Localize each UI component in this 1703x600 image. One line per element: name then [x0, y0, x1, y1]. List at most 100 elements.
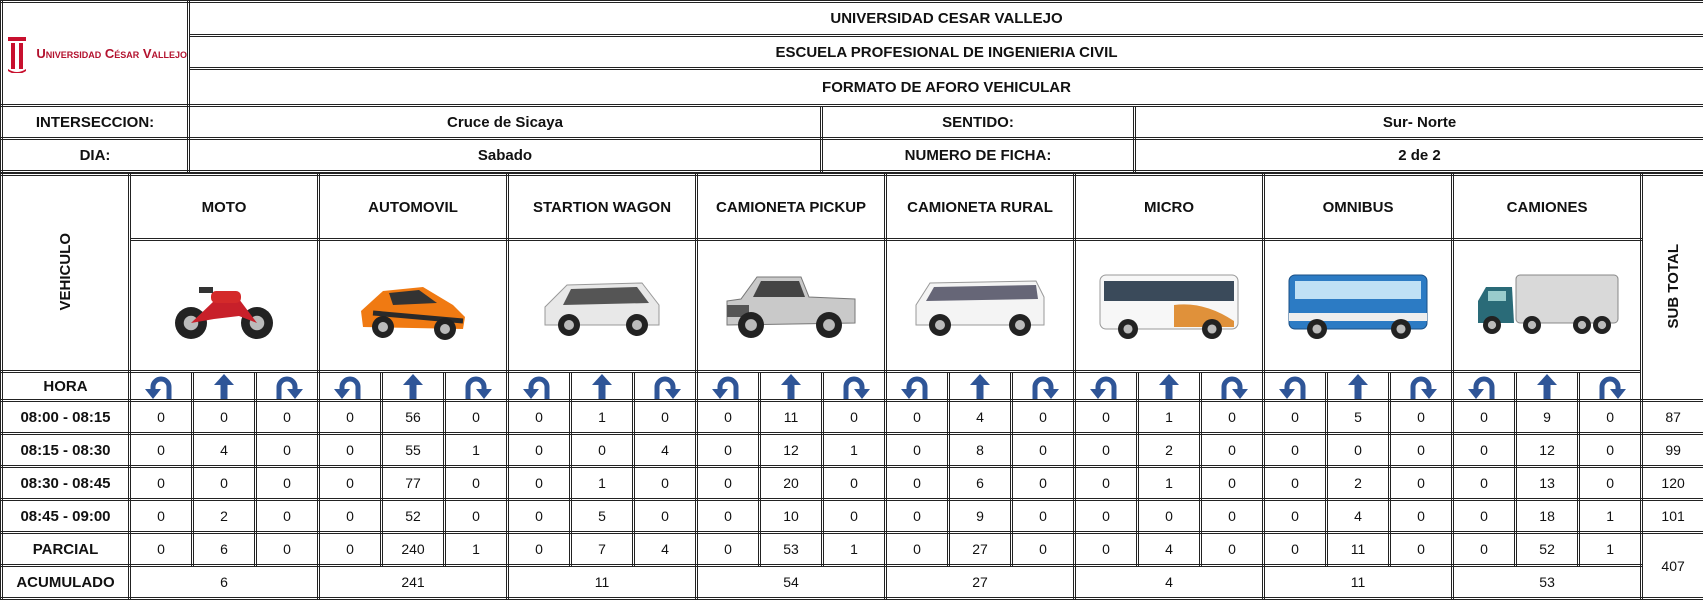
count: 0 [634, 467, 697, 500]
direction-cell [1327, 372, 1390, 401]
count: 52 [382, 500, 445, 533]
header-row: FORMATO DE AFORO VEHICULAR [2, 69, 1703, 106]
direction-arrow [1275, 373, 1315, 399]
hora: 08:15 - 08:30 [2, 434, 130, 467]
logo-text: Universidad César Vallejo [36, 46, 187, 61]
direction-cell [1201, 372, 1264, 401]
count: 0 [634, 500, 697, 533]
parcial-count: 53 [760, 533, 823, 566]
count: 0 [1579, 434, 1642, 467]
count: 1 [571, 401, 634, 434]
count: 0 [823, 467, 886, 500]
parcial-label: PARCIAL [2, 533, 130, 566]
count: 0 [445, 500, 508, 533]
parcial-count: 1 [823, 533, 886, 566]
count: 0 [1075, 467, 1138, 500]
info-cell: Sur- Norte [1135, 106, 1703, 139]
direction-cell [130, 372, 193, 401]
count: 0 [697, 434, 760, 467]
count: 0 [256, 467, 319, 500]
vehicle-image [1472, 261, 1622, 351]
count: 0 [445, 401, 508, 434]
vehicle-name: AUTOMOVIL [319, 175, 508, 240]
direction-cell [1390, 372, 1453, 401]
count: 0 [1012, 434, 1075, 467]
direction-arrow [204, 373, 244, 399]
count: 0 [193, 401, 256, 434]
direction-cell [697, 372, 760, 401]
parcial-count: 6 [193, 533, 256, 566]
count: 0 [823, 401, 886, 434]
vehicle-image-cell [886, 240, 1075, 372]
parcial-count: 0 [1075, 533, 1138, 566]
count: 0 [1264, 434, 1327, 467]
count: 10 [760, 500, 823, 533]
count: 0 [130, 500, 193, 533]
count: 4 [949, 401, 1012, 434]
vehicle-image-cell [697, 240, 886, 372]
total: 407 [1642, 533, 1703, 599]
direction-arrow [771, 373, 811, 399]
parcial-count: 0 [1264, 533, 1327, 566]
hora: 08:30 - 08:45 [2, 467, 130, 500]
header-title: UNIVERSIDAD CESAR VALLEJO [189, 2, 1703, 36]
logo: Universidad César Vallejo [3, 35, 187, 73]
count: 0 [886, 434, 949, 467]
count: 6 [949, 467, 1012, 500]
count: 0 [1138, 500, 1201, 533]
count: 0 [1012, 467, 1075, 500]
count: 0 [1075, 401, 1138, 434]
vehicle-name: STARTION WAGON [508, 175, 697, 240]
vehicle-image-cell [1075, 240, 1264, 372]
count: 0 [256, 500, 319, 533]
count: 0 [1453, 434, 1516, 467]
count: 0 [823, 500, 886, 533]
direction-arrow [1527, 373, 1567, 399]
parcial-count: 0 [130, 533, 193, 566]
count: 0 [130, 401, 193, 434]
count: 12 [760, 434, 823, 467]
parcial-count: 27 [949, 533, 1012, 566]
direction-cell [256, 372, 319, 401]
direction-arrow [1401, 373, 1441, 399]
vehicle-label: VEHICULO [57, 233, 74, 311]
count: 0 [1453, 401, 1516, 434]
count: 18 [1516, 500, 1579, 533]
count: 12 [1516, 434, 1579, 467]
direction-cell [886, 372, 949, 401]
logo-cell: Universidad César Vallejo [2, 2, 189, 106]
direction-arrow [708, 373, 748, 399]
count: 0 [508, 401, 571, 434]
count: 0 [1390, 500, 1453, 533]
direction-arrow [645, 373, 685, 399]
parcial-count: 11 [1327, 533, 1390, 566]
parcial-count: 4 [1138, 533, 1201, 566]
count: 0 [1201, 500, 1264, 533]
direction-row: HORA [2, 372, 1703, 401]
count: 0 [634, 401, 697, 434]
direction-cell [1516, 372, 1579, 401]
count: 0 [130, 434, 193, 467]
direction-cell [1264, 372, 1327, 401]
count: 0 [1012, 500, 1075, 533]
vehicle-image-cell [319, 240, 508, 372]
count: 9 [1516, 401, 1579, 434]
direction-cell [319, 372, 382, 401]
direction-arrow [1338, 373, 1378, 399]
hora: 08:00 - 08:15 [2, 401, 130, 434]
count: 2 [1327, 467, 1390, 500]
count: 0 [1390, 434, 1453, 467]
info-cell: NUMERO DE FICHA: [822, 139, 1135, 172]
direction-cell [1012, 372, 1075, 401]
count: 11 [760, 401, 823, 434]
count: 77 [382, 467, 445, 500]
direction-arrow [267, 373, 307, 399]
